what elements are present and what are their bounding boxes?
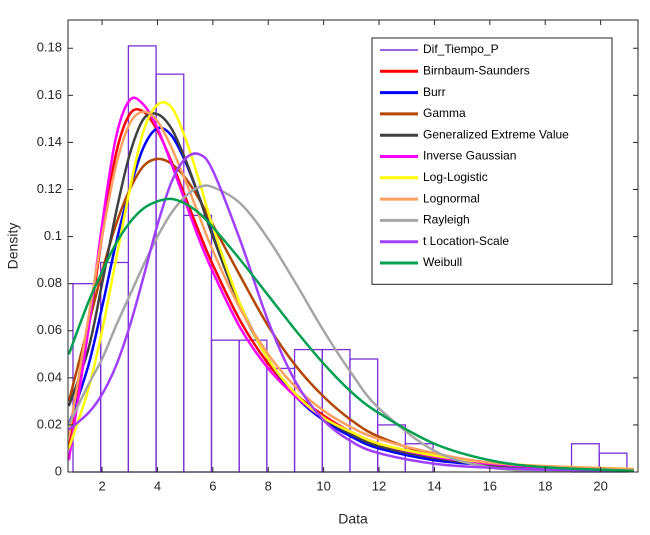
legend-label: Weibull: [423, 255, 462, 269]
y-tick-label: 0.1: [44, 228, 62, 243]
x-tick-label: 6: [209, 478, 216, 493]
legend-label: Rayleigh: [423, 213, 470, 227]
x-tick-label: 14: [427, 478, 441, 493]
legend-label: Log-Logistic: [423, 170, 488, 184]
x-axis-label: Data: [338, 511, 368, 527]
x-tick-label: 10: [316, 478, 330, 493]
fit-curve: [68, 197, 634, 472]
x-tick-label: 20: [593, 478, 607, 493]
legend: Dif_Tiempo_P Birnbaum-Saunders Burr Gamma Ge…: [371, 37, 613, 285]
y-tick-label: 0.18: [37, 40, 62, 55]
y-tick-label: 0.16: [37, 87, 62, 102]
y-tick-label: 0.08: [37, 275, 62, 290]
legend-label: Lognormal: [423, 191, 480, 205]
y-tick-label: 0.14: [37, 134, 62, 149]
x-tick-label: 12: [372, 478, 386, 493]
x-tick-label: 4: [154, 478, 161, 493]
legend-label: Inverse Gaussian: [423, 149, 516, 163]
curves: [68, 96, 634, 472]
histogram-bar: [210, 339, 240, 473]
fit-curve: [68, 152, 634, 472]
y-tick-label: 0.04: [37, 369, 62, 384]
legend-box: [371, 37, 613, 285]
y-tick-label: 0.06: [37, 322, 62, 337]
axes-box: [67, 19, 639, 473]
y-tick-label: 0: [55, 463, 62, 478]
legend-label: t Location-Scale: [423, 234, 509, 248]
x-tick-label: 8: [265, 478, 272, 493]
legend-label: Birnbaum-Saunders: [423, 63, 530, 77]
legend-label: Burr: [423, 85, 446, 99]
x-tick-label: 2: [98, 478, 105, 493]
y-axis-label: Density: [5, 223, 21, 270]
legend-label: Generalized Extreme Value: [423, 127, 569, 141]
x-tick-label: 18: [538, 478, 552, 493]
y-tick-label: 0.02: [37, 416, 62, 431]
y-tick-label: 0.12: [37, 181, 62, 196]
legend-label: Dif_Tiempo_P: [423, 42, 499, 56]
legend-label: Gamma: [423, 106, 466, 120]
fit-curve: [68, 110, 634, 471]
axes: 2 4 6 8 10 12 14 16 18 20 0 0.02 0.04 0.06 0.08 0.1 0.12…: [37, 20, 638, 493]
x-tick-label: 16: [483, 478, 497, 493]
fit-curve: [68, 184, 634, 472]
